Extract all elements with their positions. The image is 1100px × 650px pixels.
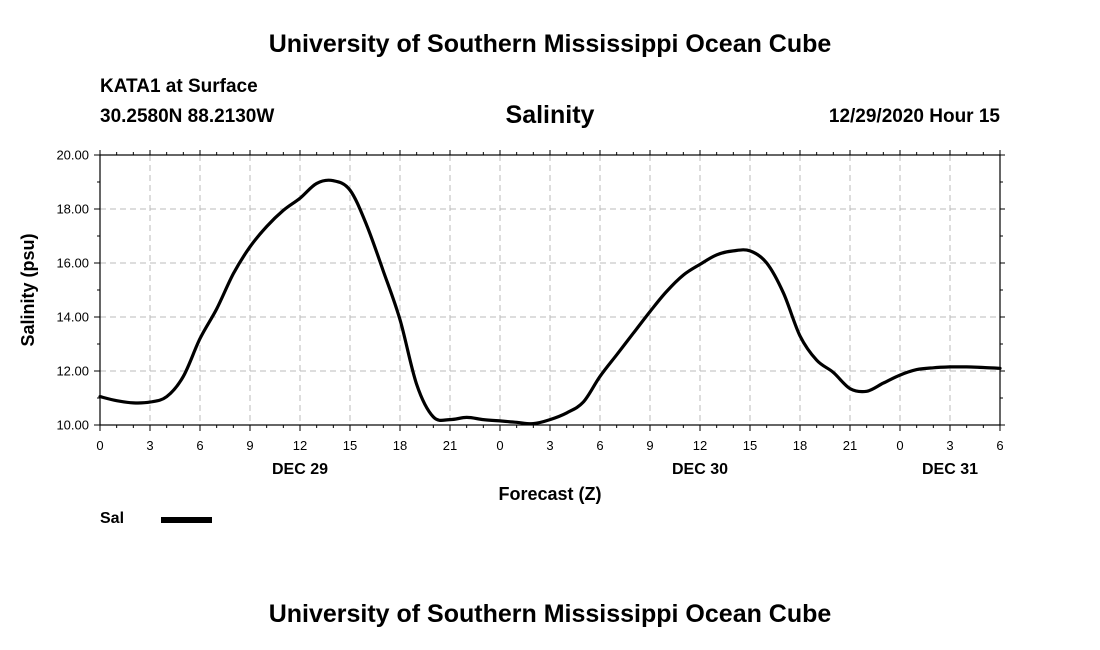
data-point bbox=[449, 418, 451, 421]
data-point bbox=[599, 375, 601, 378]
axis-ticks: 0 3 6 9 12 15 18 21 0 3 6 9 12 15 18 21 0 3 6 10.00 12.00 14.… bbox=[56, 148, 1005, 478]
data-point bbox=[232, 273, 235, 275]
station-label: KATA1 at Surface bbox=[100, 76, 258, 97]
coordinates-label: 30.2580N 88.2130W bbox=[100, 106, 275, 127]
data-point bbox=[732, 250, 735, 252]
data-point bbox=[615, 354, 618, 356]
data-point bbox=[782, 291, 785, 294]
data-point bbox=[299, 197, 301, 199]
data-point bbox=[215, 308, 218, 310]
x-tick-label: 21 bbox=[843, 438, 857, 453]
data-point bbox=[465, 416, 468, 419]
data-point bbox=[849, 387, 851, 390]
x-tick-label: 9 bbox=[646, 438, 653, 453]
x-tick-label: 6 bbox=[596, 438, 603, 453]
x-tick-label: 0 bbox=[96, 438, 103, 453]
data-point bbox=[549, 418, 551, 421]
chart-title: Salinity bbox=[505, 101, 595, 129]
y-tick-label: 16.00 bbox=[56, 256, 89, 271]
legend-swatch-sal bbox=[161, 517, 212, 523]
x-tick-label: 3 bbox=[546, 438, 553, 453]
x-tick-label: 12 bbox=[693, 438, 707, 453]
bottom-title: University of Southern Mississippi Ocean… bbox=[268, 600, 832, 628]
data-point bbox=[865, 390, 868, 393]
day-label: DEC 31 bbox=[922, 461, 978, 478]
x-tick-label: 6 bbox=[996, 438, 1003, 453]
data-point bbox=[565, 412, 568, 414]
data-point bbox=[765, 262, 768, 264]
data-point bbox=[665, 290, 668, 293]
data-point bbox=[199, 337, 201, 340]
x-tick-label: 0 bbox=[496, 438, 503, 453]
data-point bbox=[99, 395, 101, 398]
data-point bbox=[382, 270, 385, 272]
grid-lines bbox=[100, 155, 1000, 425]
data-point bbox=[882, 382, 885, 384]
y-tick-label: 10.00 bbox=[56, 418, 89, 433]
top-title: University of Southern Mississippi Ocean… bbox=[268, 30, 832, 58]
day-label: DEC 30 bbox=[672, 461, 728, 478]
day-label: DEC 29 bbox=[272, 461, 328, 478]
data-point bbox=[999, 367, 1001, 370]
data-point bbox=[532, 422, 535, 425]
data-point bbox=[982, 366, 985, 369]
data-point bbox=[249, 246, 251, 248]
data-point bbox=[349, 189, 351, 191]
data-point bbox=[799, 335, 801, 337]
data-point bbox=[282, 209, 285, 212]
data-point bbox=[965, 366, 968, 368]
data-point bbox=[132, 402, 135, 404]
x-axis-label: Forecast (Z) bbox=[498, 484, 601, 504]
data-point bbox=[582, 401, 585, 403]
data-point bbox=[632, 332, 635, 335]
data-point bbox=[682, 274, 685, 276]
data-point bbox=[899, 374, 901, 376]
data-point bbox=[315, 182, 318, 185]
data-point bbox=[165, 395, 168, 398]
y-axis-label: Salinity (psu) bbox=[18, 233, 38, 346]
y-tick-label: 20.00 bbox=[56, 148, 89, 163]
data-point bbox=[499, 420, 501, 422]
data-point bbox=[432, 416, 435, 418]
data-point bbox=[515, 421, 518, 424]
x-tick-label: 12 bbox=[293, 438, 307, 453]
series-layer bbox=[98, 178, 1002, 426]
y-tick-label: 18.00 bbox=[56, 202, 89, 217]
data-point bbox=[699, 263, 701, 266]
data-point bbox=[482, 418, 485, 421]
legend-label-sal: Sal bbox=[100, 510, 125, 527]
data-point bbox=[265, 225, 268, 228]
data-point bbox=[182, 375, 185, 378]
data-point bbox=[832, 371, 835, 374]
x-tick-label: 3 bbox=[146, 438, 153, 453]
data-point bbox=[415, 383, 418, 386]
x-tick-label: 0 bbox=[896, 438, 903, 453]
y-tick-label: 12.00 bbox=[56, 364, 89, 379]
x-tick-label: 21 bbox=[443, 438, 457, 453]
x-tick-label: 6 bbox=[196, 438, 203, 453]
x-tick-label: 9 bbox=[246, 438, 253, 453]
x-tick-label: 15 bbox=[343, 438, 357, 453]
data-point bbox=[815, 359, 818, 362]
data-point bbox=[332, 179, 335, 182]
data-point bbox=[949, 366, 951, 368]
x-tick-label: 18 bbox=[793, 438, 807, 453]
datetime-label: 12/29/2020 Hour 15 bbox=[828, 106, 1000, 127]
data-point bbox=[749, 250, 751, 252]
data-point bbox=[649, 310, 651, 313]
x-tick-label: 15 bbox=[743, 438, 757, 453]
data-point bbox=[149, 401, 151, 403]
x-tick-label: 3 bbox=[946, 438, 953, 453]
data-point bbox=[715, 254, 718, 256]
data-point bbox=[365, 224, 368, 226]
data-point bbox=[399, 318, 401, 321]
y-tick-label: 14.00 bbox=[56, 310, 89, 325]
data-point bbox=[115, 399, 118, 402]
x-tick-label: 18 bbox=[393, 438, 407, 453]
data-point bbox=[932, 367, 935, 369]
data-point bbox=[915, 368, 918, 371]
